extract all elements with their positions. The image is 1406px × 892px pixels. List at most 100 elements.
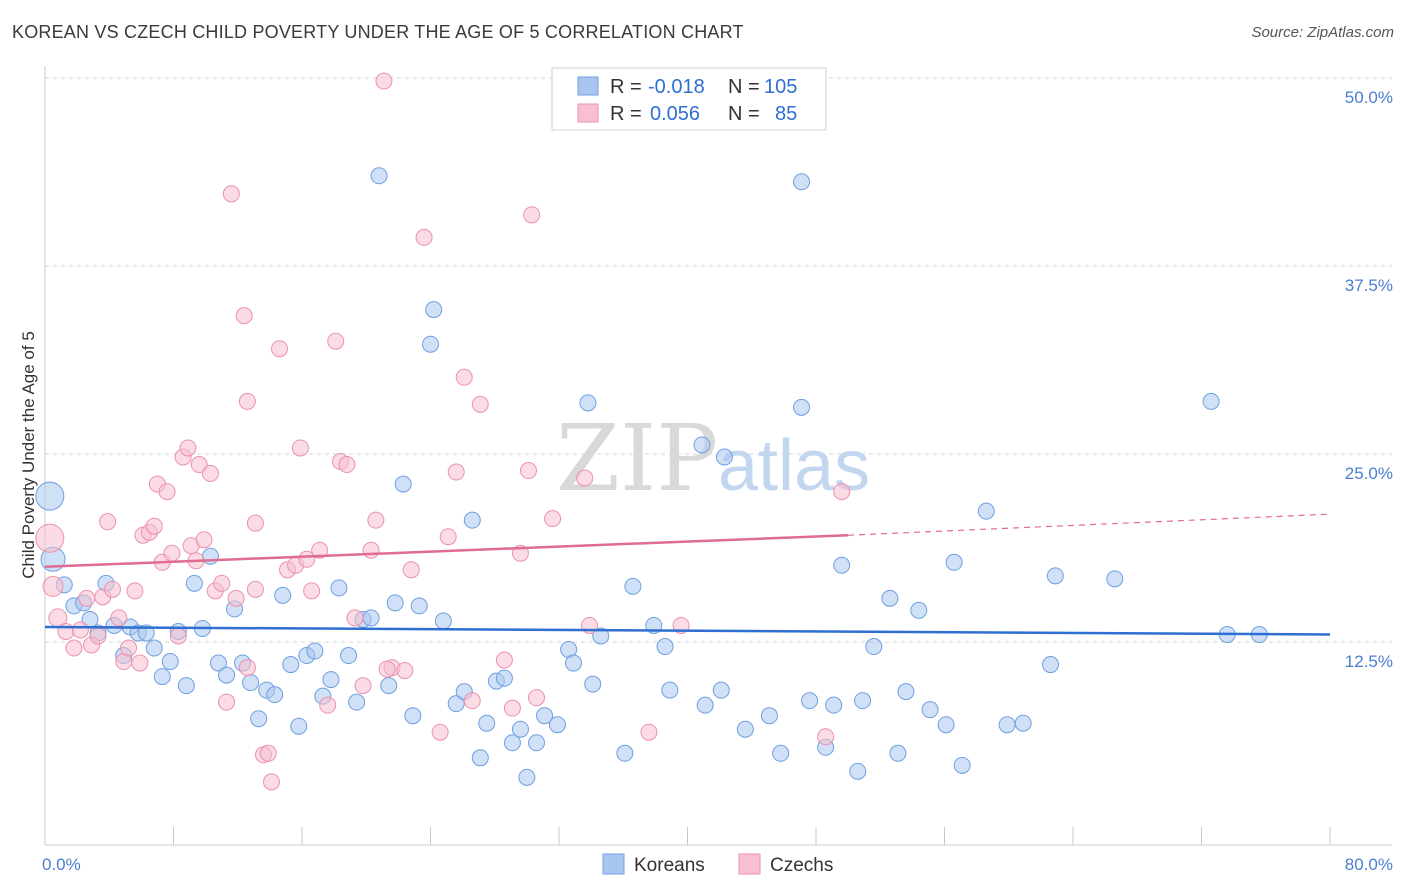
czech-point bbox=[190, 456, 208, 474]
korean-point bbox=[889, 744, 907, 762]
korean-point bbox=[921, 701, 939, 719]
korean-point bbox=[624, 577, 642, 595]
korean-point bbox=[386, 594, 404, 612]
czech-point bbox=[78, 589, 96, 607]
czech-r-value: 0.056 bbox=[650, 103, 700, 125]
korean-point bbox=[661, 681, 679, 699]
czech-point bbox=[169, 627, 187, 645]
korean-point bbox=[760, 707, 778, 725]
korean-point bbox=[463, 511, 481, 529]
korean-point bbox=[945, 553, 963, 571]
czech-trend-line bbox=[44, 533, 849, 569]
czech-point bbox=[291, 439, 309, 457]
korean-point bbox=[185, 574, 203, 592]
korean-point bbox=[1042, 656, 1060, 674]
czech-point bbox=[463, 692, 481, 710]
korean-point bbox=[696, 696, 714, 714]
korean-point bbox=[712, 681, 730, 699]
czech-point bbox=[238, 659, 256, 677]
legend-koreans-swatch bbox=[602, 853, 625, 875]
czech-point bbox=[259, 744, 277, 762]
series-legend: Koreans Czechs bbox=[602, 853, 833, 876]
korean-point bbox=[977, 502, 995, 520]
korean-point bbox=[825, 696, 843, 714]
czech-point bbox=[65, 639, 83, 657]
korean-point bbox=[511, 720, 529, 738]
legend-czechs-swatch bbox=[738, 853, 761, 875]
korean-point bbox=[362, 609, 380, 627]
korean-point bbox=[209, 654, 227, 672]
czech-point bbox=[201, 465, 219, 483]
czech-point bbox=[145, 517, 163, 535]
korean-point bbox=[528, 734, 546, 752]
korean-r-label: R = bbox=[610, 76, 642, 98]
korean-point bbox=[434, 612, 452, 630]
korean-n-label: N = bbox=[728, 76, 760, 98]
korean-point bbox=[849, 762, 867, 780]
czech-point bbox=[396, 662, 414, 680]
korean-point bbox=[693, 436, 711, 454]
korean-point bbox=[833, 556, 851, 574]
czech-point bbox=[346, 609, 364, 627]
korean-point bbox=[35, 481, 65, 511]
czech-point bbox=[163, 544, 181, 562]
korean-point bbox=[801, 692, 819, 710]
czech-point bbox=[503, 699, 521, 717]
korean-point bbox=[274, 586, 292, 604]
czech-point bbox=[817, 728, 835, 746]
korean-point bbox=[937, 716, 955, 734]
korean-trend-line bbox=[44, 625, 1331, 636]
korean-point bbox=[425, 301, 443, 319]
korean-point bbox=[793, 398, 811, 416]
trend-layer bbox=[44, 513, 1331, 636]
korean-point bbox=[715, 448, 733, 466]
watermark: ZIP atlas bbox=[556, 405, 870, 512]
czech-point bbox=[576, 469, 594, 487]
korean-point bbox=[242, 674, 260, 692]
korean-point bbox=[322, 671, 340, 689]
y-tick-label: 12.5% bbox=[1345, 652, 1393, 671]
czech-point bbox=[195, 531, 213, 549]
czech-point bbox=[447, 463, 465, 481]
korean-point bbox=[394, 475, 412, 493]
czech-point bbox=[179, 439, 197, 457]
y-tick-label: 37.5% bbox=[1345, 276, 1393, 295]
korean-point bbox=[306, 642, 324, 660]
korean-point bbox=[503, 734, 521, 752]
korean-point bbox=[953, 756, 971, 774]
czech-point bbox=[213, 574, 231, 592]
korean-point bbox=[584, 675, 602, 693]
czech-point bbox=[120, 639, 138, 657]
korean-legend-swatch bbox=[577, 76, 599, 96]
czech-point bbox=[246, 514, 264, 532]
czech-point bbox=[262, 773, 280, 791]
korean-point bbox=[536, 707, 554, 725]
korean-point bbox=[380, 677, 398, 695]
source-label: Source: ZipAtlas.com bbox=[1251, 24, 1394, 41]
chart-title: KOREAN VS CZECH CHILD POVERTY UNDER THE … bbox=[12, 22, 744, 42]
korean-point bbox=[137, 624, 155, 642]
czech-point bbox=[103, 580, 121, 598]
czech-point bbox=[327, 332, 345, 350]
y-tick-label: 25.0% bbox=[1345, 464, 1393, 483]
korean-point bbox=[865, 638, 883, 656]
korean-point bbox=[218, 666, 236, 684]
korean-point bbox=[348, 693, 366, 711]
korean-point bbox=[1046, 567, 1064, 585]
czech-point bbox=[158, 483, 176, 501]
czech-point bbox=[235, 307, 253, 325]
czech-point bbox=[455, 368, 473, 386]
y-axis-title: Child Poverty Under the Age of 5 bbox=[19, 331, 38, 579]
czech-point bbox=[131, 654, 149, 672]
czech-point bbox=[319, 696, 337, 714]
czech-point bbox=[110, 609, 128, 627]
czech-n-value: 85 bbox=[775, 103, 797, 125]
korean-point bbox=[1014, 714, 1032, 732]
czech-point bbox=[402, 561, 420, 579]
axis-layer: 12.5% 25.0% 37.5% 50.0% 0.0% 80.0% bbox=[42, 66, 1393, 874]
korean-point bbox=[282, 656, 300, 674]
legend-czechs-label: Czechs bbox=[770, 855, 833, 876]
korean-point bbox=[592, 627, 610, 645]
korean-point bbox=[161, 653, 179, 671]
czech-point bbox=[519, 462, 537, 480]
